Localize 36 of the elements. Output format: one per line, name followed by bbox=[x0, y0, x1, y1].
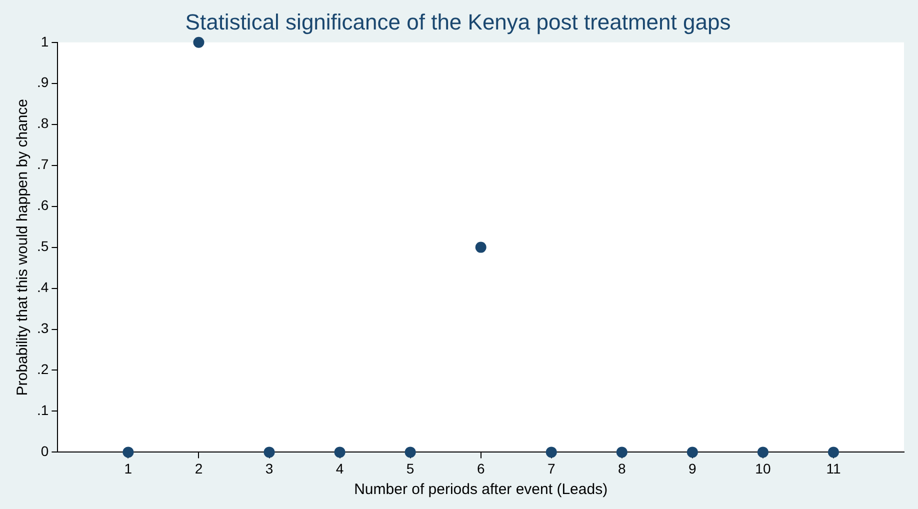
x-tick-label: 10 bbox=[755, 460, 771, 476]
x-tick-label: 11 bbox=[826, 460, 841, 476]
x-tick-label: 2 bbox=[194, 460, 203, 476]
y-axis-title: Probability that this would happen by chance bbox=[14, 98, 32, 396]
x-tick-label: 9 bbox=[688, 460, 697, 476]
y-tick-label: .6 bbox=[36, 197, 49, 214]
y-tick-label: .4 bbox=[36, 279, 49, 296]
x-tick-label: 4 bbox=[336, 460, 344, 476]
y-tick-label: .7 bbox=[36, 156, 49, 172]
point bbox=[616, 446, 628, 458]
y-tick-label: .8 bbox=[36, 115, 49, 132]
point bbox=[264, 446, 275, 458]
chart-title: Statistical significance of the Kenya post treatment gaps bbox=[185, 9, 731, 34]
point bbox=[193, 36, 204, 48]
x-tick-label: 7 bbox=[547, 460, 556, 476]
y-tick-label: .3 bbox=[36, 320, 49, 336]
point bbox=[404, 446, 416, 458]
x-tick-label: 8 bbox=[618, 460, 626, 476]
x-tick-label: 3 bbox=[265, 460, 274, 476]
point bbox=[334, 446, 346, 458]
y-tick-label: .1 bbox=[36, 402, 49, 418]
y-tick-label: 1 bbox=[40, 33, 49, 50]
y-tick-label: .9 bbox=[36, 74, 49, 90]
x-tick-label: 1 bbox=[124, 460, 132, 476]
point bbox=[475, 242, 486, 253]
x-tick-label: 5 bbox=[406, 460, 414, 476]
x-axis-title: Number of periods after event (Leads) bbox=[354, 481, 608, 498]
point bbox=[828, 446, 839, 458]
point bbox=[546, 446, 557, 458]
x-tick-label: 6 bbox=[476, 460, 485, 476]
y-tick-label: 0 bbox=[40, 443, 49, 460]
y-tick-label: .5 bbox=[36, 238, 49, 254]
y-tick-label: .2 bbox=[36, 361, 49, 378]
point bbox=[757, 446, 768, 458]
point bbox=[122, 446, 134, 458]
point bbox=[686, 446, 698, 458]
